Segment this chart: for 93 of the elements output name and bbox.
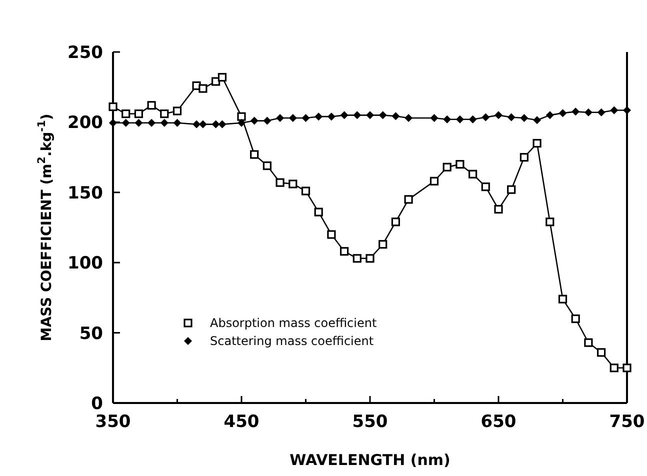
point <box>160 109 169 118</box>
point <box>404 195 413 204</box>
point <box>108 102 118 112</box>
point <box>250 116 258 125</box>
point <box>218 120 226 128</box>
point <box>148 118 156 127</box>
point <box>532 138 542 148</box>
point <box>262 161 272 170</box>
point <box>507 185 516 194</box>
point <box>109 118 117 127</box>
x-tick-label: 650 <box>480 412 516 432</box>
point <box>276 114 284 122</box>
point <box>327 230 336 239</box>
point <box>482 113 490 122</box>
point <box>237 112 246 121</box>
legend-label: Scattering mass coefficient <box>210 334 374 348</box>
point <box>442 162 452 172</box>
y-tick-label: 0 <box>91 394 104 414</box>
point <box>456 160 464 169</box>
point <box>494 111 502 120</box>
point <box>430 176 439 186</box>
point <box>238 118 246 127</box>
point <box>198 84 208 93</box>
point <box>558 294 568 304</box>
point <box>468 170 478 178</box>
point <box>520 114 528 122</box>
point <box>430 114 438 122</box>
y-tick-label: 200 <box>68 113 104 134</box>
point <box>507 113 516 122</box>
point <box>250 150 259 159</box>
point <box>597 348 606 357</box>
point <box>468 115 477 124</box>
point <box>212 77 220 86</box>
point <box>366 111 374 120</box>
point <box>456 115 464 124</box>
point <box>276 178 284 187</box>
point <box>172 106 182 116</box>
point <box>340 111 348 120</box>
x-axis-title: WAVELENGTH (nm) <box>290 451 450 469</box>
y-tick-label: 50 <box>79 324 104 344</box>
x-tick-label: 350 <box>95 412 131 432</box>
point <box>622 364 632 372</box>
point <box>288 114 297 122</box>
point <box>584 338 593 347</box>
point <box>558 109 567 118</box>
point <box>134 118 143 127</box>
point <box>160 118 168 127</box>
point <box>192 120 201 128</box>
point <box>218 72 227 82</box>
point <box>520 153 528 162</box>
point <box>391 218 400 226</box>
point <box>198 120 207 128</box>
y-tick-label: 100 <box>68 254 104 274</box>
point <box>533 116 542 124</box>
point <box>571 314 580 324</box>
y-tick-label: 250 <box>68 42 104 63</box>
point <box>366 254 374 263</box>
point <box>340 247 349 256</box>
point <box>584 108 592 116</box>
point <box>147 101 156 110</box>
point <box>314 208 323 216</box>
x-tick-label: 450 <box>224 412 260 432</box>
point <box>173 118 182 127</box>
point <box>494 204 503 214</box>
point <box>302 114 310 122</box>
point <box>546 111 554 120</box>
point <box>392 112 400 120</box>
point <box>378 111 387 120</box>
point <box>314 112 323 121</box>
point <box>263 116 272 125</box>
legend-label: Absorption mass coefficient <box>210 316 377 330</box>
point <box>546 218 554 226</box>
x-tick-label: 750 <box>609 412 645 432</box>
point <box>610 106 618 114</box>
point <box>288 180 298 188</box>
point <box>301 186 310 196</box>
y-tick-label: 150 <box>68 183 104 204</box>
point <box>610 364 618 372</box>
point <box>122 109 130 118</box>
point <box>481 182 490 192</box>
point <box>378 240 388 249</box>
point <box>212 120 220 128</box>
point <box>623 106 631 114</box>
point <box>122 118 130 127</box>
point <box>134 109 143 118</box>
point <box>353 111 362 120</box>
point <box>404 114 413 122</box>
x-tick-label: 550 <box>352 412 388 432</box>
point <box>443 115 452 124</box>
point <box>597 108 606 116</box>
point <box>352 254 362 263</box>
point <box>572 108 580 116</box>
point <box>327 112 336 121</box>
